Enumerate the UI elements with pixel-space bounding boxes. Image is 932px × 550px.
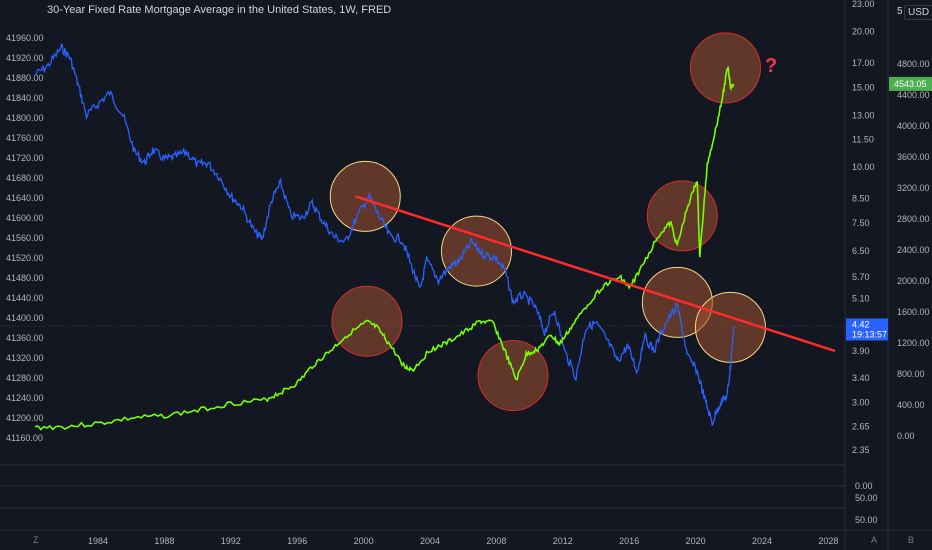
mortgage-rate-line (34, 43, 735, 426)
rate-axis-tick-label: 23.00 (852, 0, 875, 9)
rate-axis-tick-label: 5.70 (852, 272, 870, 282)
auto-scale-button[interactable]: A (871, 535, 878, 545)
left-axis-tick-label: 41600.00 (6, 213, 44, 223)
index-price-label-bg (889, 76, 932, 91)
time-axis-tick-label: 2004 (420, 536, 440, 546)
rate-axis-tick-label: 17.00 (852, 58, 875, 68)
rate-axis-tick-label: 3.00 (852, 397, 870, 407)
rate-axis-tick-label: 3.90 (852, 346, 870, 356)
index-line (34, 66, 735, 431)
left-axis-tick-label: 41160.00 (6, 433, 43, 443)
rate-axis-tick-label: 11.50 (852, 135, 874, 145)
left-axis-tick-label: 41800.00 (6, 113, 44, 123)
time-axis-tick-label: 2028 (818, 536, 838, 546)
index-axis-tick-label: 2400.00 (897, 245, 930, 255)
rate-axis-tick-label: 6.50 (852, 246, 870, 256)
left-axis-tick-label: 41480.00 (6, 273, 44, 283)
index-axis-tick-label: 3600.00 (897, 152, 930, 162)
chart-title: 30-Year Fixed Rate Mortgage Average in t… (47, 4, 392, 16)
rate-price-label: 4.42 (852, 319, 870, 329)
index-price-label: 4543.05 (894, 79, 927, 89)
rate-axis-tick-label: 3.40 (852, 373, 870, 383)
left-axis-tick-label: 41560.00 (6, 233, 44, 243)
left-axis-tick-label: 41680.00 (6, 173, 44, 183)
left-axis-tick-label: 41520.00 (6, 253, 44, 263)
index-axis-tick-label: 4800.00 (897, 59, 930, 69)
rate-axis-tick-label: 15.00 (852, 83, 875, 93)
question-mark-annotation: ? (765, 55, 777, 77)
currency-button[interactable]: USD (904, 5, 932, 20)
rate-axis-tick-label: 2.65 (852, 422, 870, 432)
time-axis-tick-label: 1996 (287, 536, 307, 546)
left-axis-tick-label: 41320.00 (6, 353, 44, 363)
index-axis-tick-label: 2800.00 (897, 214, 930, 224)
time-axis-tick-label: 2016 (619, 536, 639, 546)
rate-price-label-bg (846, 318, 888, 341)
left-axis-tick-label: 41280.00 (6, 373, 44, 383)
lower-pane-tick-label: 50.00 (855, 515, 878, 525)
settings-button[interactable]: B (908, 535, 915, 545)
index-axis-tick-label: 800.00 (897, 369, 925, 379)
index-axis-tick-label: 1200.00 (897, 338, 930, 348)
index-axis-tick-label: 400.00 (897, 400, 925, 410)
time-axis-tick-label: 1984 (88, 536, 108, 546)
time-axis-tick-label: 2008 (486, 536, 506, 546)
rate-axis-tick-label: 7.50 (852, 218, 870, 228)
time-axis-tick-label: 1988 (154, 536, 174, 546)
left-axis-tick-label: 41400.00 (6, 313, 44, 323)
highlight-circle (440, 215, 512, 287)
left-axis-tick-label: 41200.00 (6, 413, 44, 423)
rate-axis-tick-label: 5.10 (852, 294, 870, 304)
rate-countdown-label: 19:13:57 (852, 329, 887, 339)
lower-pane-tick-label: 50.00 (855, 493, 878, 503)
left-axis-tick-label: 41720.00 (6, 153, 44, 163)
highlight-circle (329, 160, 401, 232)
time-axis-tick-label: 2020 (686, 536, 706, 546)
left-axis-tick-label: 41960.00 (6, 33, 44, 43)
index-axis-tick-label: 4400.00 (897, 90, 930, 100)
rate-axis-tick-label: 2.35 (852, 445, 870, 455)
index-axis-tick-label: 1600.00 (897, 307, 930, 317)
index-axis-tick-label: 4000.00 (897, 121, 930, 131)
left-axis-tick-label: 41640.00 (6, 193, 44, 203)
left-axis-tick-label: 41360.00 (6, 333, 44, 343)
left-axis-tick-label: 41760.00 (6, 133, 44, 143)
time-axis-tick-label: 1992 (221, 536, 241, 546)
index-axis-tick-label: 2000.00 (897, 276, 930, 286)
time-axis-tick-label: 2000 (354, 536, 374, 546)
time-axis-tick-label: 2012 (553, 536, 573, 546)
highlight-circle (646, 180, 718, 252)
highlight-circle (477, 340, 549, 412)
index-axis-tick-label: 0.00 (897, 431, 915, 441)
trendline (354, 195, 836, 353)
time-axis-tick-label: 2024 (752, 536, 772, 546)
currency-prefix: 5 (897, 6, 903, 17)
left-axis-tick-label: 41440.00 (6, 293, 44, 303)
left-axis-tick-label: 41920.00 (6, 53, 44, 63)
rate-axis-tick-label: 13.00 (852, 111, 875, 121)
left-axis-tick-label: 41240.00 (6, 393, 44, 403)
rate-axis-tick-label: 10.00 (852, 162, 875, 172)
left-axis-tick-label: 41840.00 (6, 93, 44, 103)
highlight-circle (689, 32, 761, 104)
rate-axis-tick-label: 8.50 (852, 194, 870, 204)
rate-axis-tick-label: 20.00 (852, 26, 875, 36)
lower-pane-tick-label: 0.00 (855, 481, 873, 491)
timezone-button[interactable]: Z (33, 535, 39, 545)
left-axis-tick-label: 41880.00 (6, 73, 44, 83)
highlight-circle (694, 291, 766, 363)
index-axis-tick-label: 3200.00 (897, 183, 930, 193)
